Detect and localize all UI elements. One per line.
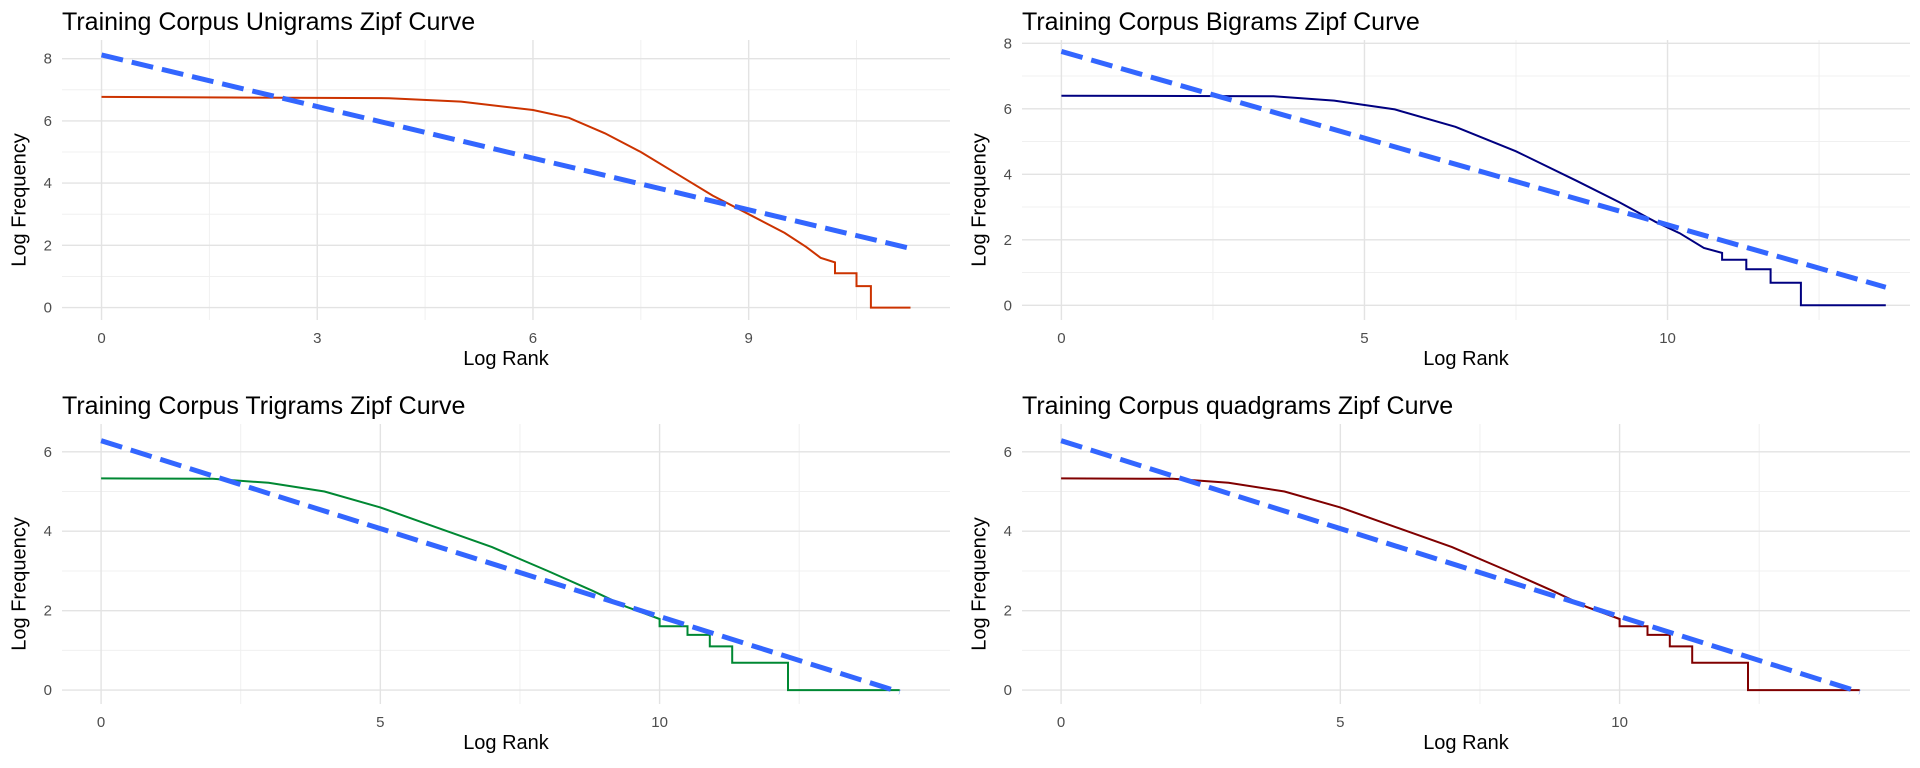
x-tick-label: 6 [529,330,537,347]
x-tick-label: 5 [376,714,384,731]
x-axis-label: Log Rank [463,348,549,370]
y-tick-label: 6 [1004,101,1012,118]
y-tick-label: 6 [44,113,52,130]
grid [62,40,950,320]
y-axis-label: Log Frequency [968,133,991,267]
chart-plot: 0 3 6 9 0 2 4 6 8 [44,40,950,347]
y-tick-label: 8 [44,51,52,68]
y-tick-label: 4 [44,175,52,192]
y-axis-label: Log Frequency [8,517,31,651]
grid [62,424,950,704]
chart-panel-trigrams: Training Corpus Trigrams Zipf Curve 0 5 10… [0,384,960,768]
chart-panel-quadgrams: Training Corpus quadgrams Zipf Curve 0 5 1… [960,384,1920,768]
y-tick-label: 2 [44,603,52,620]
chart-title: Training Corpus Trigrams Zipf Curve [62,392,466,420]
x-axis-label: Log Rank [1423,348,1509,370]
x-tick-label: 0 [1057,330,1065,347]
fit-line [1060,438,1861,695]
grid [1022,424,1910,704]
y-tick-label: 0 [44,300,52,317]
fit-line [100,438,901,695]
y-axis-label: Log Frequency [968,517,991,651]
grid [1022,40,1910,320]
y-tick-label: 0 [1004,682,1012,699]
observed-series-line [101,477,900,692]
x-tick-label: 0 [97,330,105,347]
observed-series-line [101,95,911,309]
y-tick-label: 6 [1004,444,1012,461]
fit-line [1060,49,1887,290]
chart-plot: 0 5 10 0 2 4 6 [44,424,950,731]
y-tick-label: 4 [44,523,52,540]
observed-series-line [1061,94,1886,307]
y-tick-label: 2 [44,237,52,254]
y-tick-label: 6 [44,444,52,461]
y-tick-label: 0 [1004,297,1012,314]
y-tick-label: 4 [1004,523,1012,540]
chart-plot: 0 5 10 0 2 4 6 8 [1004,35,1910,347]
chart-title: Training Corpus Bigrams Zipf Curve [1022,8,1420,36]
y-axis-label: Log Frequency [8,133,31,267]
chart-panel-unigrams: Training Corpus Unigrams Zipf Curve 0 3 6 9… [0,0,960,384]
x-axis-label: Log Rank [1423,732,1509,754]
x-tick-label: 10 [1611,714,1628,731]
x-tick-label: 5 [1360,330,1368,347]
fit-line [100,52,912,251]
x-axis-label: Log Rank [463,732,549,754]
x-tick-label: 3 [313,330,321,347]
x-tick-label: 10 [1659,330,1676,347]
y-tick-label: 2 [1004,232,1012,249]
y-tick-label: 8 [1004,35,1012,52]
chart-plot: 0 5 10 0 2 4 6 [1004,424,1910,731]
x-tick-label: 0 [1057,714,1065,731]
chart-title: Training Corpus quadgrams Zipf Curve [1022,392,1454,420]
y-tick-label: 0 [44,682,52,699]
x-tick-label: 0 [97,714,105,731]
y-tick-label: 4 [1004,166,1012,183]
chart-title: Training Corpus Unigrams Zipf Curve [62,8,476,36]
x-tick-label: 10 [651,714,668,731]
x-tick-label: 5 [1336,714,1344,731]
x-tick-label: 9 [745,330,753,347]
observed-series-line [1061,477,1860,692]
chart-panel-bigrams: Training Corpus Bigrams Zipf Curve 0 5 10 0… [960,0,1920,384]
y-tick-label: 2 [1004,603,1012,620]
